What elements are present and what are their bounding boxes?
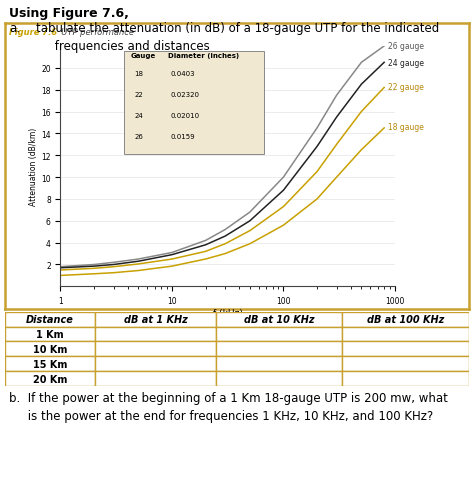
Text: 0.0403: 0.0403 bbox=[171, 71, 195, 77]
Bar bbox=[216, 342, 341, 357]
Bar bbox=[5, 312, 95, 327]
Bar bbox=[95, 372, 216, 386]
Bar bbox=[341, 327, 469, 342]
Text: UTP performance: UTP performance bbox=[56, 28, 134, 37]
Text: b.  If the power at the beginning of a 1 Km 18-gauge UTP is 200 mw, what
     is: b. If the power at the beginning of a 1 … bbox=[9, 391, 448, 422]
Text: 0.02010: 0.02010 bbox=[171, 113, 200, 119]
Text: 0.02320: 0.02320 bbox=[171, 92, 200, 98]
Text: Gauge: Gauge bbox=[131, 53, 156, 59]
Bar bbox=[341, 357, 469, 372]
Bar bbox=[341, 342, 469, 357]
Text: tabulate the attenuation (in dB) of a 18-gauge UTP for the indicated
     freque: tabulate the attenuation (in dB) of a 18… bbox=[36, 22, 439, 52]
Text: 18 gauge: 18 gauge bbox=[388, 123, 424, 132]
Bar bbox=[5, 357, 95, 372]
X-axis label: f (kHz): f (kHz) bbox=[213, 308, 243, 317]
Text: 20 Km: 20 Km bbox=[33, 374, 67, 384]
Text: 26 gauge: 26 gauge bbox=[388, 42, 424, 51]
Text: Diameter (inches): Diameter (inches) bbox=[167, 53, 238, 59]
FancyBboxPatch shape bbox=[124, 52, 264, 155]
Text: Distance: Distance bbox=[26, 314, 74, 324]
Bar bbox=[216, 327, 341, 342]
Bar bbox=[341, 372, 469, 386]
Text: 18: 18 bbox=[134, 71, 143, 77]
Text: 1 Km: 1 Km bbox=[36, 329, 64, 339]
Text: a.: a. bbox=[9, 22, 20, 35]
Text: Using Figure 7.6,: Using Figure 7.6, bbox=[9, 7, 129, 20]
Bar bbox=[216, 312, 341, 327]
Text: 15 Km: 15 Km bbox=[33, 359, 67, 369]
Y-axis label: Attenuation (dB/km): Attenuation (dB/km) bbox=[29, 128, 38, 206]
Bar bbox=[5, 372, 95, 386]
Text: 22 gauge: 22 gauge bbox=[388, 83, 424, 92]
Bar bbox=[216, 357, 341, 372]
Bar bbox=[95, 312, 216, 327]
Text: dB at 1 KHz: dB at 1 KHz bbox=[124, 314, 188, 324]
Text: Figure 7.6: Figure 7.6 bbox=[9, 28, 57, 37]
Text: 22: 22 bbox=[134, 92, 143, 98]
Text: 24: 24 bbox=[134, 113, 143, 119]
Bar bbox=[95, 342, 216, 357]
Text: 26: 26 bbox=[134, 133, 143, 140]
Text: dB at 100 KHz: dB at 100 KHz bbox=[367, 314, 444, 324]
Text: 0.0159: 0.0159 bbox=[171, 133, 195, 140]
Text: 24 gauge: 24 gauge bbox=[388, 59, 424, 68]
Text: dB at 10 KHz: dB at 10 KHz bbox=[244, 314, 314, 324]
Bar bbox=[341, 312, 469, 327]
Bar bbox=[216, 372, 341, 386]
Bar bbox=[95, 327, 216, 342]
Bar bbox=[5, 342, 95, 357]
Text: 10 Km: 10 Km bbox=[33, 344, 67, 354]
Bar bbox=[95, 357, 216, 372]
Bar bbox=[5, 327, 95, 342]
